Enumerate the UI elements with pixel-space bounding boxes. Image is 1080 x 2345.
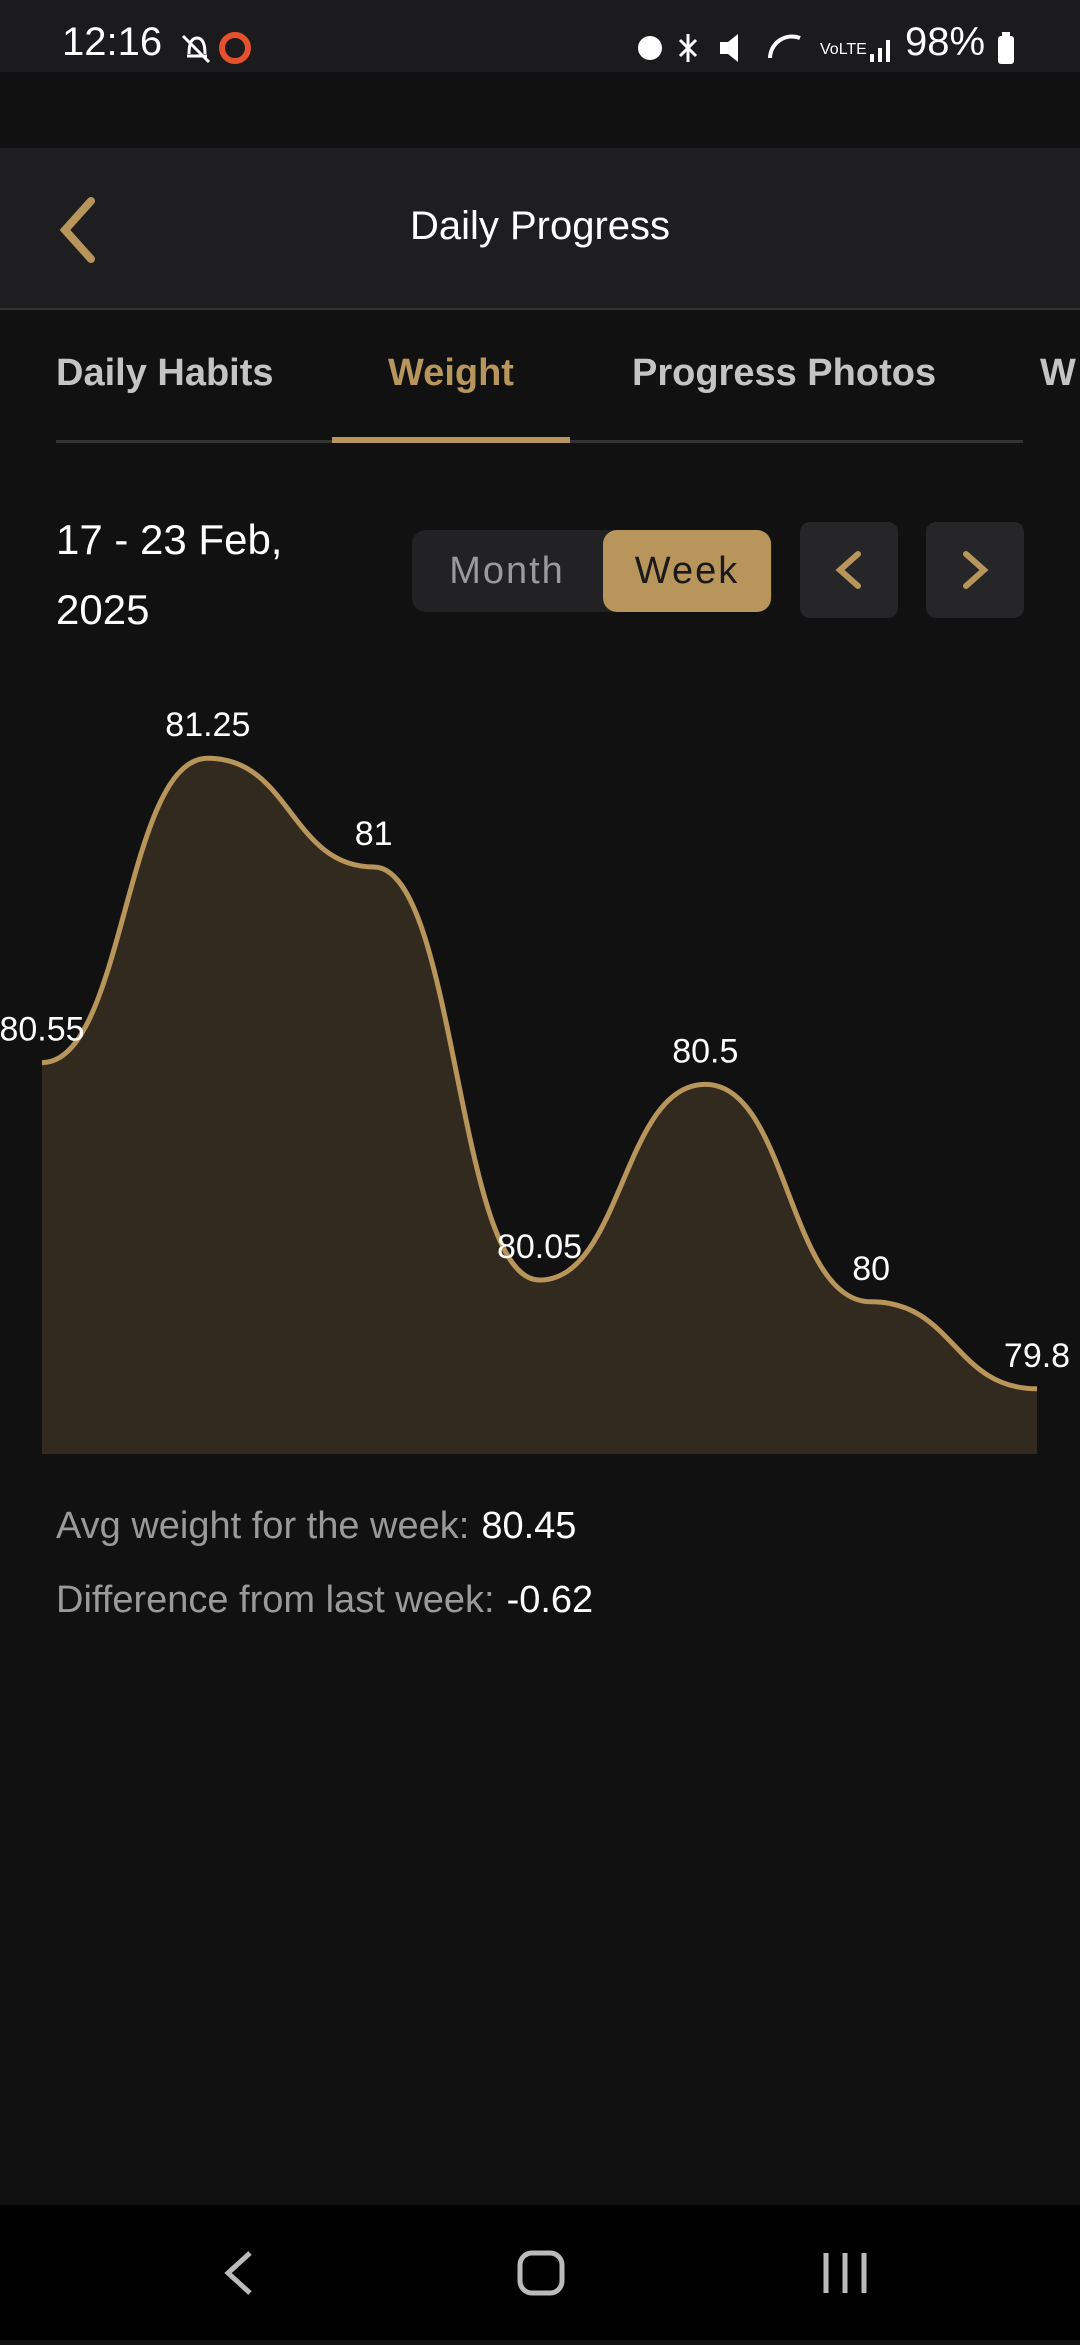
stat-label: Difference from last week: bbox=[56, 1579, 495, 1621]
data-label: 81.25 bbox=[165, 706, 250, 744]
battery-level: 98% bbox=[905, 20, 986, 64]
status-icons-right: VoLTE bbox=[638, 34, 890, 62]
next-icon bbox=[963, 551, 989, 589]
header-title: Daily Progress bbox=[409, 204, 671, 248]
stat-value: -0.62 bbox=[506, 1579, 594, 1621]
status-time: 12:16 bbox=[62, 20, 163, 64]
data-label: 80 bbox=[852, 1250, 890, 1288]
area-fill bbox=[42, 758, 1037, 1454]
tab[interactable]: W bbox=[1040, 352, 1076, 394]
nav-home[interactable] bbox=[517, 2250, 565, 2296]
nav-back[interactable] bbox=[224, 2251, 252, 2295]
data-label: 80.05 bbox=[497, 1228, 582, 1266]
toggle-option[interactable]: Week bbox=[603, 530, 771, 612]
tab-underline bbox=[332, 437, 570, 443]
stat-row: Avg weight for the week: 80.45 bbox=[56, 1505, 576, 1548]
nav-bar bbox=[0, 2205, 1080, 2340]
toggle-option[interactable]: Month bbox=[449, 550, 565, 592]
stat-label: Avg weight for the week: bbox=[56, 1505, 470, 1547]
data-label: 80.55 bbox=[0, 1011, 85, 1049]
data-label: 81 bbox=[355, 815, 393, 853]
prev-button[interactable] bbox=[800, 522, 898, 618]
stat-row: Difference from last week: -0.62 bbox=[56, 1579, 593, 1622]
battery-icon bbox=[998, 32, 1014, 64]
stat-value: 80.45 bbox=[481, 1505, 577, 1547]
data-label: 80.5 bbox=[672, 1032, 738, 1070]
weight-chart: 80.55 81.25 81 80.05 80.5 80 79.8 bbox=[0, 706, 1070, 1454]
status-icons-left bbox=[181, 32, 251, 64]
prev-icon bbox=[835, 551, 861, 589]
back-button[interactable] bbox=[55, 195, 100, 265]
svg-text:VoLTE: VoLTE bbox=[820, 41, 867, 58]
date-range: 17 - 23 Feb, 2025 bbox=[56, 516, 283, 633]
data-label: 79.8 bbox=[1004, 1337, 1070, 1375]
tab[interactable]: Daily Habits bbox=[56, 352, 274, 394]
spacer bbox=[0, 72, 1080, 148]
tab[interactable]: Weight bbox=[388, 352, 514, 394]
status-bar bbox=[0, 0, 1080, 72]
next-button[interactable] bbox=[926, 522, 1024, 618]
nav-recents[interactable] bbox=[823, 2253, 867, 2293]
header bbox=[0, 148, 1080, 310]
nav-icons bbox=[224, 2250, 867, 2296]
area-line bbox=[41, 755, 1038, 1392]
tab[interactable]: Progress Photos bbox=[632, 352, 937, 394]
